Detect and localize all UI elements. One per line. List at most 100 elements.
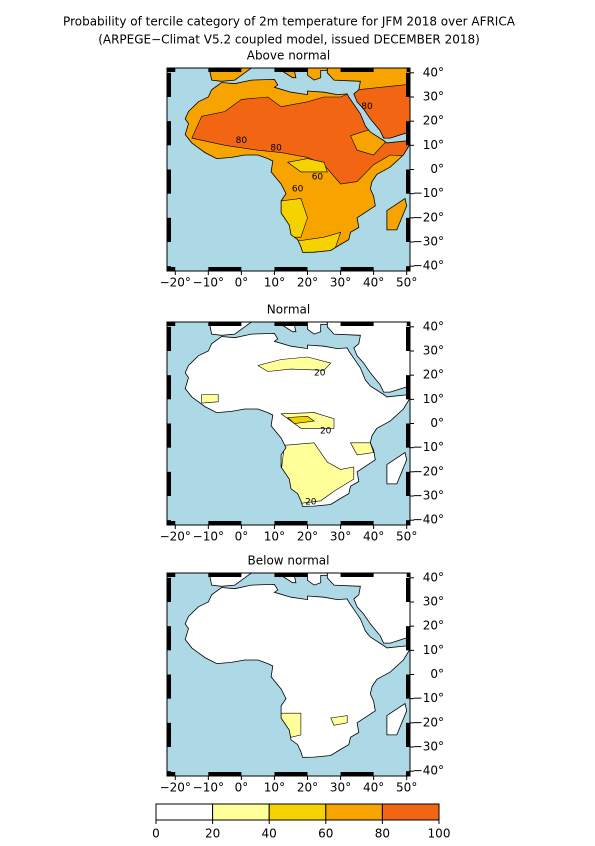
- lat-tick-label: 0°: [430, 416, 444, 430]
- coastline: [307, 68, 328, 81]
- lon-tick-label: 10°: [264, 781, 285, 795]
- map-frame: [166, 67, 411, 272]
- lat-tick-label: −10°: [413, 440, 444, 454]
- land: [386, 452, 407, 484]
- frame-bar: [167, 471, 171, 496]
- frame-bar: [208, 322, 242, 326]
- frame-bar: [406, 326, 410, 351]
- colorbar-tick-label: 100: [428, 827, 451, 841]
- frame-bar: [406, 423, 410, 448]
- lon-tick-label: 30°: [330, 276, 351, 290]
- probability-area: [257, 356, 332, 372]
- lon-tick-label: −10°: [193, 781, 224, 795]
- frame-bar: [208, 772, 242, 776]
- coastline: [386, 197, 408, 231]
- land: [307, 573, 328, 586]
- frame-bar: [406, 375, 410, 400]
- frame-bar: [340, 267, 374, 271]
- frame-bar: [406, 68, 410, 72]
- lat-tick-label: −40°: [413, 764, 444, 778]
- lat-tick-label: −20°: [413, 715, 444, 729]
- probability-area: [286, 415, 315, 424]
- lat-tick-label: 20°: [423, 368, 444, 382]
- lon-tick-label: 10°: [264, 276, 285, 290]
- probability-area: [286, 158, 328, 173]
- frame-bar: [274, 322, 308, 326]
- frame-bar: [406, 266, 410, 271]
- contour-label: 80: [361, 102, 373, 112]
- colorbar-tick-label: 80: [375, 827, 390, 841]
- panel-title: Above normal: [247, 49, 331, 63]
- lat-tick-label: −40°: [413, 513, 444, 527]
- land: [307, 322, 328, 335]
- frame-bar: [167, 375, 171, 400]
- frame-bar: [167, 674, 171, 699]
- lat-tick-label: −20°: [413, 210, 444, 224]
- frame-bar: [406, 72, 410, 97]
- frame-bar: [340, 573, 374, 577]
- coastline: [326, 68, 410, 139]
- contour-label: 60: [312, 172, 324, 182]
- frame-bar: [406, 626, 410, 651]
- lat-tick-label: 30°: [423, 595, 444, 609]
- frame-bar: [167, 520, 171, 525]
- lon-tick-label: −10°: [193, 276, 224, 290]
- lon-tick-label: 0°: [235, 781, 249, 795]
- colorbar-tick-label: 20: [205, 827, 220, 841]
- land: [327, 573, 410, 644]
- frame-bar: [274, 573, 308, 577]
- frame-bar: [340, 68, 374, 72]
- frame-bar: [167, 322, 176, 326]
- contour-label: 80: [236, 136, 248, 146]
- frame-bar: [167, 169, 171, 194]
- frame-bar: [406, 121, 410, 146]
- frame-bar: [274, 68, 308, 72]
- lat-tick-label: −30°: [413, 740, 444, 754]
- lon-tick-label: −20°: [160, 276, 191, 290]
- colorbar: 0 20 40 60 80 100: [152, 803, 451, 841]
- land: [386, 703, 407, 735]
- land: [327, 322, 410, 393]
- frame-bar: [208, 267, 242, 271]
- lon-tick-label: 0°: [235, 530, 249, 544]
- land: [185, 584, 410, 758]
- lon-tick-label: 50°: [396, 530, 417, 544]
- figure-title: Probability of tercile category of 2m te…: [63, 15, 516, 29]
- contour-label: 80: [270, 144, 282, 154]
- map-area: 80 80 80 60 60: [167, 68, 410, 271]
- map-frame: [166, 572, 411, 777]
- coastline: [184, 332, 410, 507]
- lon-tick-label: 10°: [264, 530, 285, 544]
- frame-bar: [406, 674, 410, 699]
- probability-area: [349, 442, 375, 456]
- frame-bar: [167, 326, 171, 351]
- lon-tick-label: 30°: [330, 781, 351, 795]
- frame-bar: [167, 68, 176, 72]
- frame-bar: [208, 68, 242, 72]
- lon-tick-label: 40°: [363, 530, 384, 544]
- probability-area: [330, 715, 348, 726]
- frame-bar: [340, 322, 374, 326]
- lat-tick-label: 0°: [430, 162, 444, 176]
- coastline: [184, 583, 410, 758]
- map-panel: Below normal−20° −10° 0° 10° 20° 30° 40° 50°40°…: [160, 554, 444, 795]
- frame-bar: [406, 520, 410, 525]
- lon-tick-label: 30°: [330, 530, 351, 544]
- colorbar-segment: [325, 803, 383, 821]
- probability-area: [201, 394, 219, 404]
- lat-tick-label: −30°: [413, 489, 444, 503]
- frame-bar: [167, 217, 171, 242]
- frame-bar: [274, 267, 308, 271]
- frame-bar: [167, 573, 176, 577]
- coastline: [326, 573, 410, 644]
- lon-tick-label: 20°: [297, 276, 318, 290]
- frame-bar: [167, 121, 171, 146]
- map-area: 20 20 20: [167, 322, 410, 525]
- colorbar-segment: [212, 803, 270, 821]
- lat-tick-label: −10°: [413, 186, 444, 200]
- lat-tick-label: 10°: [423, 392, 444, 406]
- frame-bar: [406, 577, 410, 602]
- figure-subtitle: (ARPEGE−Climat V5.2 coupled model, issue…: [98, 33, 480, 47]
- colorbar-segment: [381, 803, 440, 821]
